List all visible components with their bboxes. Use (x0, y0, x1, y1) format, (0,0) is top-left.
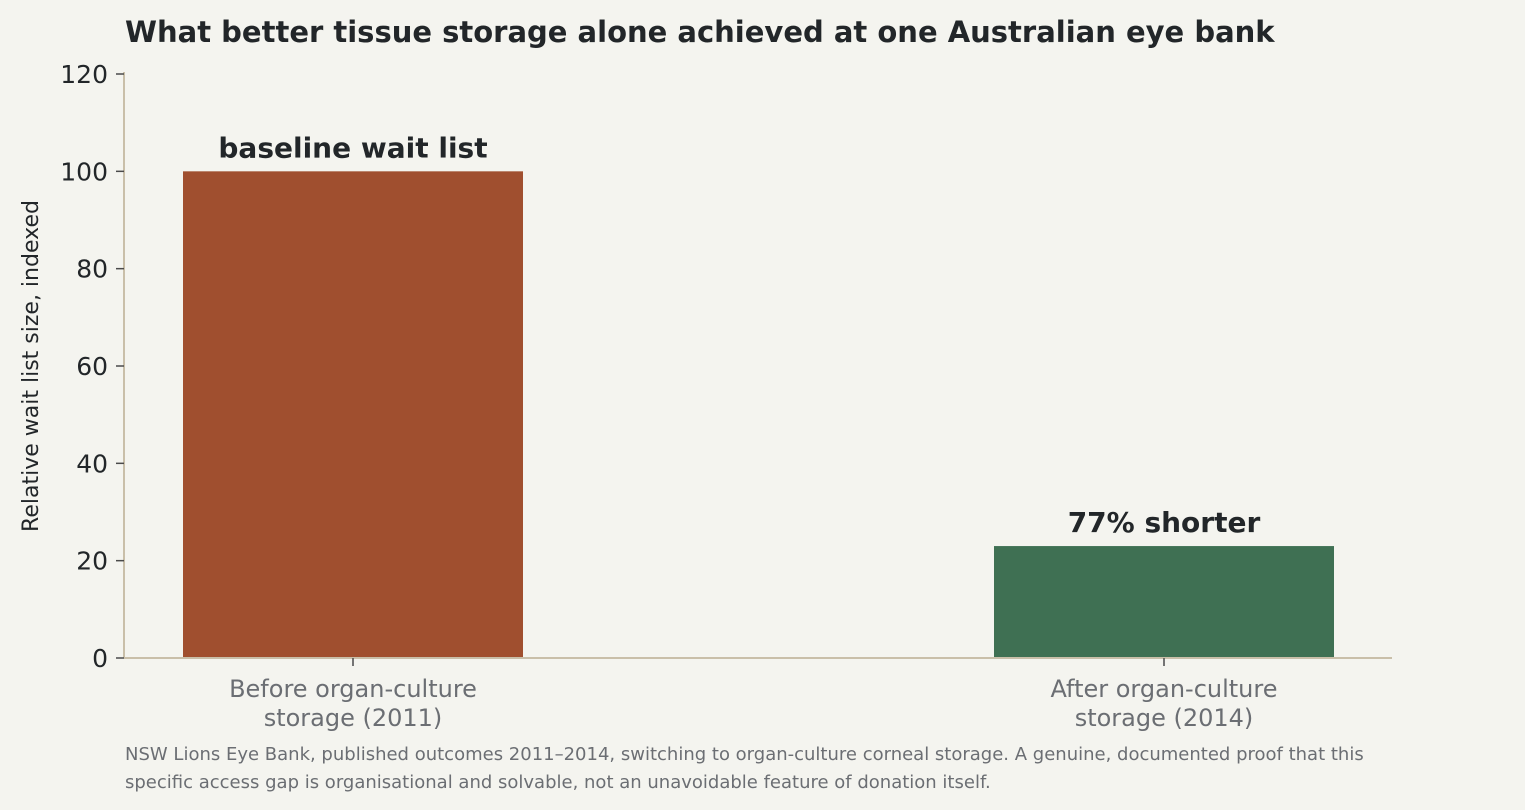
x-tick-label-line: storage (2011) (264, 704, 443, 732)
y-tick-label: 0 (92, 644, 108, 673)
y-tick-label: 100 (60, 157, 108, 186)
bar-2 (994, 546, 1334, 658)
x-tick-label-line: Before organ-culture (229, 675, 477, 703)
y-tick-label: 80 (76, 255, 108, 284)
x-tick-label-line: After organ-culture (1050, 675, 1277, 703)
x-tick-label-1: Before organ-culture storage (2011) (229, 675, 477, 732)
y-tick-label: 60 (76, 352, 108, 381)
source-note-line-1: NSW Lions Eye Bank, published outcomes 2… (125, 744, 1364, 765)
y-axis-label: Relative wait list size, indexed (19, 200, 44, 532)
x-tick-label-line: storage (2014) (1075, 704, 1254, 732)
bar-1 (183, 171, 523, 659)
y-tick-label: 20 (76, 547, 108, 576)
bar-data-label-1: baseline wait list (218, 131, 487, 164)
plot-area: baseline wait list 77% shorter 0 20 40 60 80 10… (60, 60, 1392, 732)
y-tick-label: 40 (76, 449, 108, 478)
bar-data-label-2: 77% shorter (1068, 506, 1261, 539)
source-note-line-2: specific access gap is organisational an… (125, 772, 991, 793)
source-note: NSW Lions Eye Bank, published outcomes 2… (125, 744, 1364, 793)
x-tick-label-2: After organ-culture storage (2014) (1050, 675, 1277, 732)
y-tick-label: 120 (60, 60, 108, 89)
chart-title: What better tissue storage alone achieve… (125, 15, 1275, 49)
